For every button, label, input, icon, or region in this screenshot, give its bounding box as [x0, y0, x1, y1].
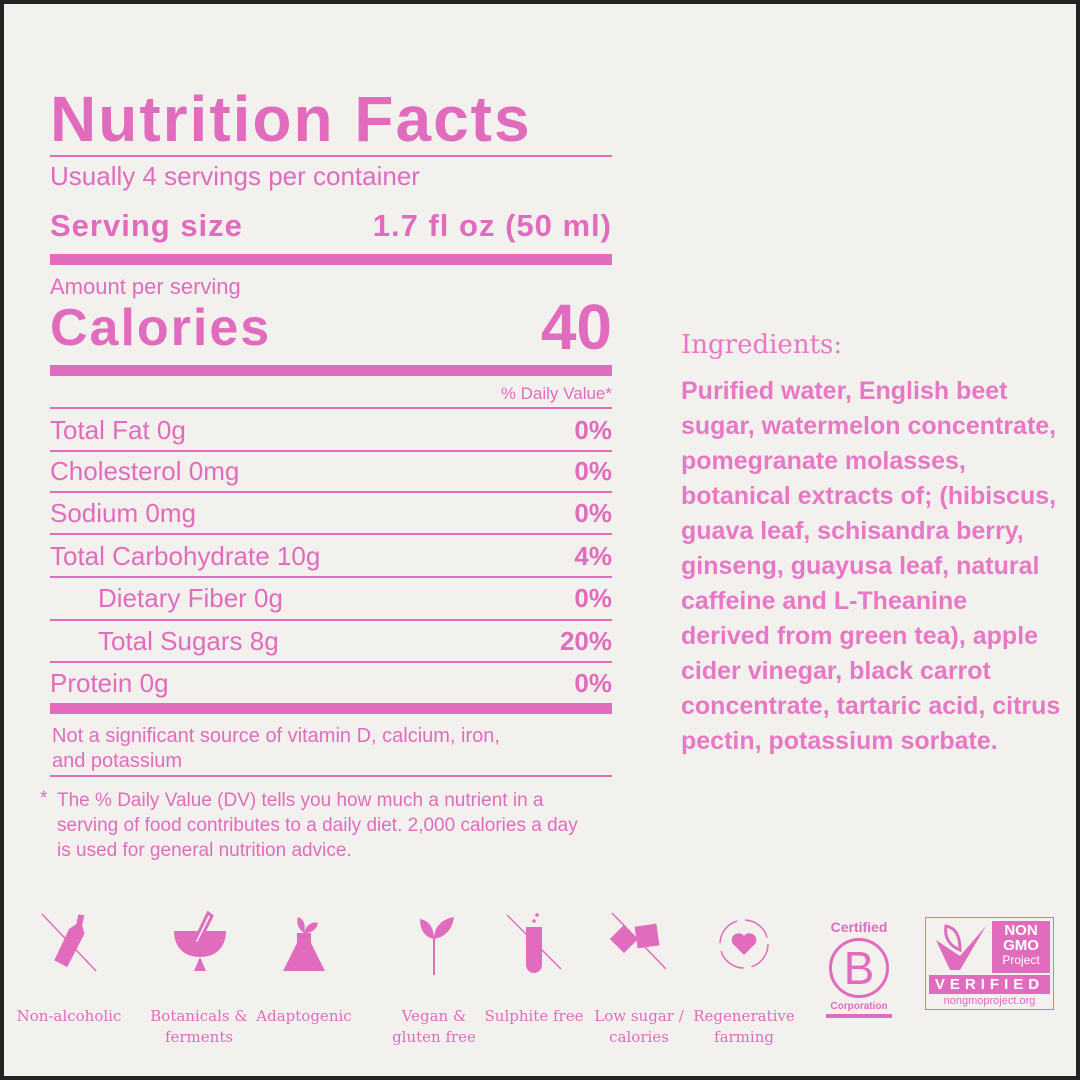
nutrient-row: Cholesterol 0mg 0% [50, 450, 612, 492]
ingredients-heading: Ingredients: [681, 330, 843, 360]
nutrient-pct: 0% [574, 582, 612, 613]
divider [50, 661, 612, 663]
nutrient-row: Total Fat 0g 0% [50, 409, 612, 451]
thick-divider [50, 365, 612, 376]
nongmo-verified: VERIFIED [929, 975, 1050, 994]
badge-label: Non-alcoholic [16, 1007, 122, 1025]
nutrition-title: Nutrition Facts [50, 83, 532, 155]
serving-size: Serving size 1.7 fl oz (50 ml) [50, 208, 612, 244]
nutrient-row: Dietary Fiber 0g 0% [50, 577, 612, 619]
recycle-heart-icon [719, 919, 769, 969]
nutrient-label: Cholesterol 0mg [50, 455, 240, 486]
badge-label: Low sugar / calories [594, 1007, 684, 1046]
divider [50, 775, 612, 777]
calories-label: Calories [50, 299, 272, 357]
amount-per-serving: Amount per serving [50, 274, 241, 299]
serving-size-value: 1.7 fl oz (50 ml) [372, 208, 612, 243]
badge-label: Adaptogenic [256, 1007, 352, 1025]
nutrient-row: Total Carbohydrate 10g 4% [50, 535, 612, 577]
nutrient-pct: 0% [574, 667, 612, 698]
nongmo-line1: NON [1004, 922, 1038, 939]
footnote: The % Daily Value (DV) tells you how muc… [57, 790, 578, 861]
nongmo-url: nongmoproject.org [943, 995, 1036, 1007]
servings-per-container: Usually 4 servings per container [50, 161, 420, 191]
nongmo-line3: Project [1002, 953, 1040, 967]
badge-low-sugar: Low sugar / calories [584, 909, 694, 1048]
thick-divider [50, 703, 612, 714]
bcorp-bottom: Corporation [830, 1001, 888, 1012]
no-bottle-icon [41, 913, 97, 972]
mortar-pestle-icon [174, 910, 226, 971]
nutrient-row: Total Sugars 8g 20% [50, 620, 612, 662]
no-test-tube-icon [506, 913, 562, 973]
bcorp-top: Certified [830, 919, 888, 935]
product-label: Nutrition Facts Usually 4 servings per c… [4, 4, 1076, 1076]
badge-label: Vegan & gluten free [392, 1007, 476, 1046]
nutrient-pct: 0% [574, 414, 612, 445]
nutrient-row: Sodium 0mg 0% [50, 492, 612, 534]
nutrient-pct: 0% [574, 455, 612, 486]
nutrient-label: Dietary Fiber 0g [98, 582, 283, 613]
nutrient-label: Total Carbohydrate 10g [50, 540, 321, 571]
divider [50, 491, 612, 493]
divider [50, 450, 612, 452]
nongmo-box: NON GMO Project [992, 921, 1050, 973]
nutrient-pct: 20% [559, 625, 612, 656]
bcorp-letter: B [829, 938, 889, 998]
nutrition-note: Not a significant source of vitamin D, c… [52, 725, 500, 772]
sprout-icon [420, 917, 454, 975]
serving-size-label: Serving size [50, 208, 243, 243]
nutrient-row: Protein 0g 0% [50, 662, 612, 704]
thick-divider [50, 254, 612, 265]
flask-sprout-icon [283, 917, 325, 971]
divider [50, 155, 612, 157]
divider [50, 576, 612, 578]
badge-vegan: Vegan & gluten free [379, 909, 489, 1048]
bcorp-underline [826, 1014, 892, 1018]
badge-label: Botanicals & ferments [150, 1007, 248, 1046]
nutrient-label: Protein 0g [50, 667, 169, 698]
calories-value: 40 [540, 291, 612, 363]
non-gmo-logo: NON GMO Project VERIFIED nongmoproject.o… [925, 917, 1054, 1010]
divider [50, 533, 612, 535]
nutrient-label: Total Sugars 8g [98, 625, 279, 656]
badge-label: Regenerative farming [693, 1007, 795, 1046]
footnote-star: * [40, 788, 48, 809]
nutrient-pct: 0% [574, 497, 612, 528]
nongmo-line2: GMO [1003, 937, 1039, 954]
no-sugar-cubes-icon [609, 912, 667, 970]
badge-regenerative: Regenerative farming [689, 909, 799, 1048]
divider [50, 407, 612, 409]
nutrient-pct: 4% [574, 540, 612, 571]
nutrient-label: Sodium 0mg [50, 497, 196, 528]
b-corp-logo: Certified B Corporation [820, 919, 898, 1018]
ingredients-text: Purified water, English beet sugar, wate… [681, 377, 1061, 755]
badge-botanicals: Botanicals & ferments [144, 909, 254, 1048]
nutrient-label: Total Fat 0g [50, 414, 186, 445]
daily-value-header: % Daily Value* [500, 384, 612, 403]
butterfly-check-icon [930, 922, 988, 972]
badge-adaptogenic: Adaptogenic [249, 909, 359, 1027]
badge-non-alcoholic: Non-alcoholic [14, 909, 124, 1027]
divider [50, 619, 612, 621]
badge-sulphite-free: Sulphite free [479, 909, 589, 1027]
badge-label: Sulphite free [484, 1007, 584, 1025]
